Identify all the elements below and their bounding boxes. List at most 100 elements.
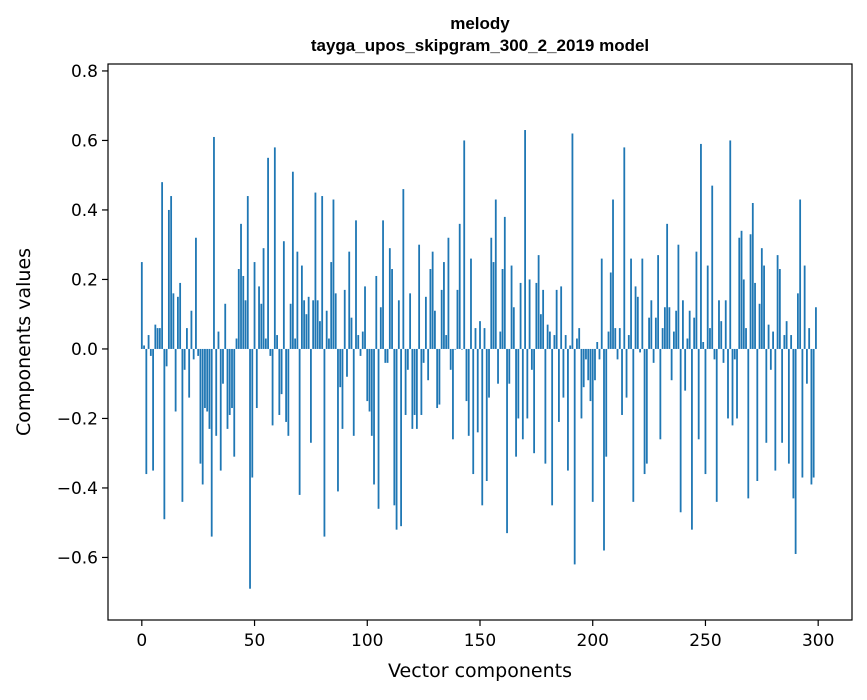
bar-140 (456, 289, 459, 349)
bar-202 (596, 342, 599, 349)
bar-159 (499, 331, 502, 349)
bar-203 (598, 348, 601, 360)
bar-287 (787, 348, 790, 464)
bar-26 (199, 348, 202, 464)
bar-92 (348, 251, 351, 349)
bar-153 (485, 348, 488, 481)
bar-82 (325, 310, 328, 349)
x-tick-label: 250 (689, 631, 721, 651)
x-tick-label: 100 (351, 631, 383, 651)
bar-184 (555, 289, 558, 349)
bar-3 (147, 335, 150, 349)
bar-293 (801, 348, 804, 478)
bar-292 (799, 199, 802, 349)
bar-265 (738, 237, 741, 349)
bar-70 (298, 348, 301, 495)
bar-169 (521, 348, 524, 440)
bar-219 (634, 286, 637, 349)
x-axis-label: Vector components (388, 660, 572, 682)
bar-25 (197, 348, 200, 356)
bar-23 (192, 348, 195, 360)
bar-130 (434, 310, 436, 349)
bar-64 (285, 348, 288, 422)
bar-107 (382, 220, 384, 349)
bar-0 (140, 262, 143, 349)
bar-273 (756, 348, 759, 481)
bar-238 (677, 244, 680, 349)
bar-1 (143, 345, 145, 349)
bar-272 (754, 282, 756, 349)
bar-249 (702, 342, 705, 349)
bar-135 (445, 335, 448, 349)
bar-188 (564, 335, 567, 349)
bar-61 (278, 348, 281, 415)
bar-49 (251, 348, 254, 478)
bar-105 (377, 348, 380, 509)
bar-34 (217, 331, 220, 349)
bar-79 (319, 321, 321, 349)
bar-246 (695, 251, 698, 349)
bar-38 (226, 348, 229, 429)
bar-58 (271, 348, 274, 426)
bar-237 (675, 310, 678, 349)
bar-232 (663, 307, 666, 349)
bar-71 (300, 265, 303, 349)
bar-81 (323, 348, 326, 537)
bar-119 (409, 293, 412, 349)
bar-94 (352, 348, 355, 436)
bar-63 (282, 241, 285, 349)
bar-33 (215, 348, 218, 436)
bar-261 (729, 140, 732, 349)
bar-112 (393, 348, 396, 506)
bar-41 (233, 348, 236, 457)
bar-151 (481, 348, 484, 506)
bar-108 (384, 348, 387, 363)
bar-52 (258, 286, 260, 349)
bar-132 (438, 348, 441, 405)
bar-225 (648, 317, 650, 349)
bar-168 (519, 282, 522, 349)
bar-89 (341, 348, 344, 429)
bar-100 (366, 348, 369, 402)
bar-101 (368, 348, 371, 412)
bar-53 (260, 303, 263, 349)
bar-104 (375, 275, 378, 349)
bar-182 (551, 348, 554, 506)
bar-158 (497, 348, 499, 384)
bar-194 (578, 328, 581, 349)
bar-163 (508, 348, 511, 384)
bar-253 (711, 185, 714, 349)
bar-118 (406, 348, 409, 370)
bar-179 (544, 348, 547, 464)
y-tick-label: 0.0 (71, 340, 98, 360)
bar-278 (767, 324, 770, 349)
bar-299 (815, 307, 817, 349)
bar-97 (359, 348, 362, 356)
bar-218 (632, 348, 635, 502)
bar-268 (745, 328, 747, 349)
y-tick-label: −0.2 (57, 409, 98, 429)
bar-127 (427, 348, 430, 381)
bar-171 (526, 348, 529, 419)
bar-20 (186, 328, 188, 349)
bar-115 (400, 348, 402, 527)
bar-134 (443, 262, 445, 349)
bar-28 (204, 348, 206, 409)
bar-95 (355, 220, 357, 349)
bar-255 (715, 348, 718, 502)
x-tick-label: 150 (464, 631, 496, 651)
bar-2 (145, 348, 148, 475)
bar-111 (391, 269, 393, 349)
bar-121 (413, 348, 416, 415)
bar-270 (749, 234, 752, 349)
bar-124 (420, 348, 423, 415)
bar-197 (585, 348, 587, 360)
bar-174 (533, 348, 536, 454)
bar-7 (156, 328, 159, 349)
bar-12 (167, 209, 170, 349)
bar-269 (747, 348, 750, 499)
bar-42 (235, 338, 238, 349)
bar-44 (240, 223, 242, 349)
bar-164 (510, 265, 513, 349)
